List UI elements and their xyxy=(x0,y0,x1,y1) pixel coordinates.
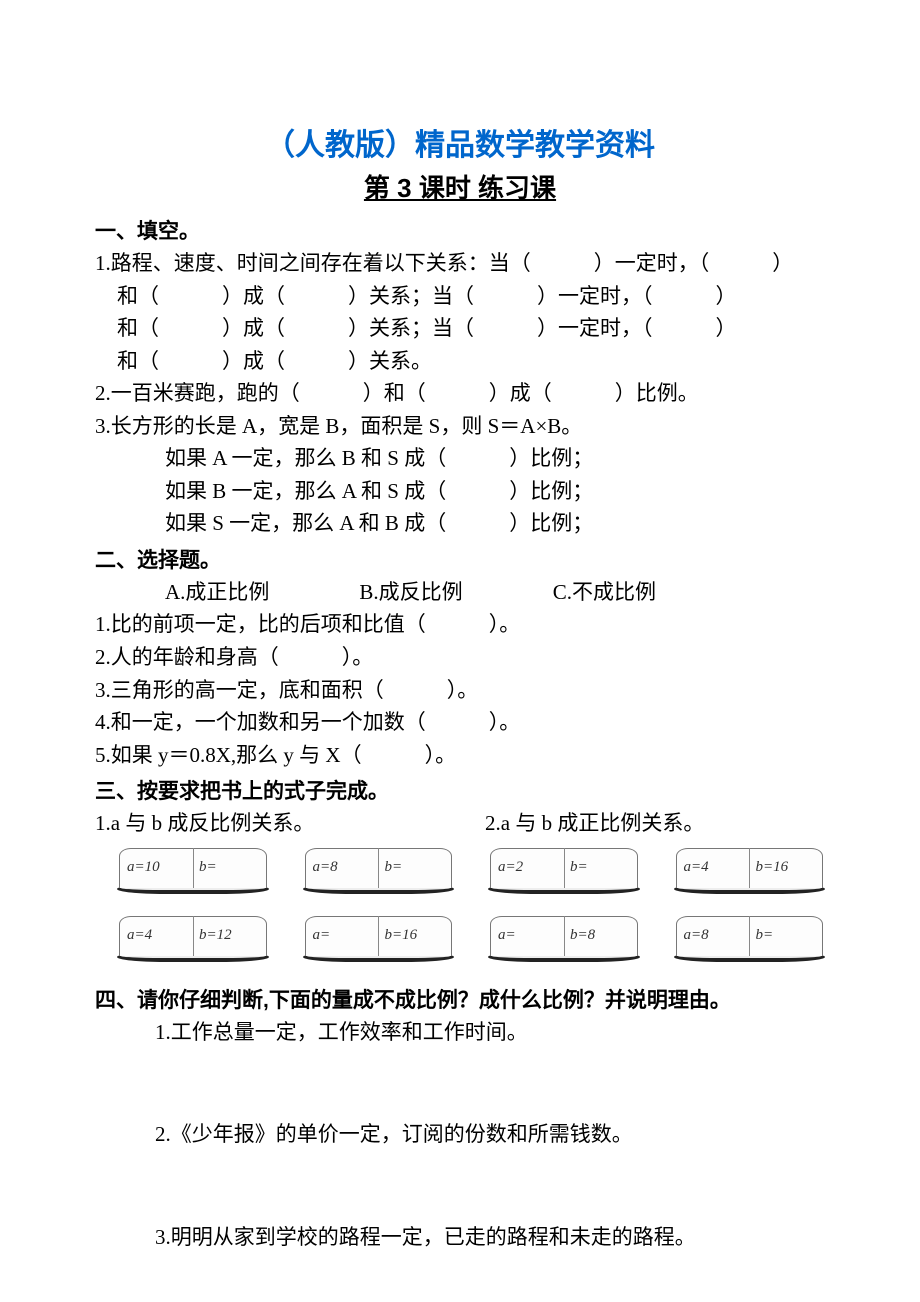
book-item: a=8 b= xyxy=(674,916,826,966)
s2-choices: A.成正比例 B.成反比例 C.不成比例 xyxy=(95,576,825,609)
book-right-text: b=8 xyxy=(570,927,595,944)
book-right-text: b= xyxy=(385,859,403,876)
book-left-text: a= xyxy=(313,927,331,944)
s4-q1: 1.工作总量一定，工作效率和工作时间。 xyxy=(95,1016,825,1049)
book-item: a=10 b= xyxy=(117,848,269,898)
book-right-text: b=16 xyxy=(756,859,789,876)
book-left-text: a= xyxy=(498,927,516,944)
s1-q1-line1: 1.路程、速度、时间之间存在着以下关系：当（ ）一定时，（ ） xyxy=(95,247,825,280)
title-sub: 第 3 课时 练习课 xyxy=(95,168,825,205)
title-main: （人教版）精品数学教学资料 xyxy=(95,120,825,164)
book-left-text: a=10 xyxy=(127,859,160,876)
book-right-text: b=12 xyxy=(199,927,232,944)
s1-q3-line3: 如果 B 一定，那么 A 和 S 成（ ）比例； xyxy=(95,475,825,508)
s3-t1: 1.a 与 b 成反比例关系。 xyxy=(95,807,485,840)
s2-q5: 5.如果 y＝0.8X,那么 y 与 X（ ）。 xyxy=(95,739,825,772)
book-item: a=2 b= xyxy=(488,848,640,898)
choice-a: A.成正比例 xyxy=(165,576,269,609)
s1-q3-line1: 3.长方形的长是 A，宽是 B，面积是 S，则 S＝A×B。 xyxy=(95,410,825,443)
book-left-text: a=4 xyxy=(127,927,152,944)
s1-q1-line4: 和（ ）成（ ）关系。 xyxy=(95,345,825,378)
book-right-text: b= xyxy=(570,859,588,876)
book-item: a=4 b=12 xyxy=(117,916,269,966)
s2-q4: 4.和一定，一个加数和另一个加数（ ）。 xyxy=(95,706,825,739)
s1-q2: 2.一百米赛跑，跑的（ ）和（ ）成（ ）比例。 xyxy=(95,377,825,410)
s1-q1-line2: 和（ ）成（ ）关系；当（ ）一定时，（ ） xyxy=(95,280,825,313)
s1-q1-line3: 和（ ）成（ ）关系；当（ ）一定时，（ ） xyxy=(95,312,825,345)
s2-q2: 2.人的年龄和身高（ ）。 xyxy=(95,641,825,674)
book-left-text: a=2 xyxy=(498,859,523,876)
book-right-text: b=16 xyxy=(385,927,418,944)
section-2-head: 二、选择题。 xyxy=(95,544,825,574)
choice-c: C.不成比例 xyxy=(553,576,656,609)
book-grid: a=10 b= a=8 b= a=2 b= a=4 b=16 a=4 b=12 a= b=16 a= b… xyxy=(95,848,825,966)
book-right-text: b= xyxy=(756,927,774,944)
book-left-text: a=4 xyxy=(684,859,709,876)
book-left-text: a=8 xyxy=(684,927,709,944)
book-item: a=8 b= xyxy=(303,848,455,898)
section-3-head: 三、按要求把书上的式子完成。 xyxy=(95,775,825,805)
book-row-2: a=4 b=12 a= b=16 a= b=8 a=8 b= xyxy=(95,916,825,966)
s1-q3-line2: 如果 A 一定，那么 B 和 S 成（ ）比例； xyxy=(95,442,825,475)
book-row-1: a=10 b= a=8 b= a=2 b= a=4 b=16 xyxy=(95,848,825,898)
s1-q3-line4: 如果 S 一定，那么 A 和 B 成（ ）比例； xyxy=(95,507,825,540)
s4-q3: 3.明明从家到学校的路程一定，已走的路程和未走的路程。 xyxy=(95,1221,825,1254)
s4-q2: 2.《少年报》的单价一定，订阅的份数和所需钱数。 xyxy=(95,1118,825,1151)
book-item: a= b=8 xyxy=(488,916,640,966)
book-item: a= b=16 xyxy=(303,916,455,966)
s2-q3: 3.三角形的高一定，底和面积（ ）。 xyxy=(95,674,825,707)
section-4-head: 四、请你仔细判断,下面的量成不成比例？成什么比例？并说明理由。 xyxy=(95,984,825,1014)
s2-q1: 1.比的前项一定，比的后项和比值（ ）。 xyxy=(95,608,825,641)
book-left-text: a=8 xyxy=(313,859,338,876)
book-right-text: b= xyxy=(199,859,217,876)
section-1-head: 一、填空。 xyxy=(95,215,825,245)
s3-subtitles: 1.a 与 b 成反比例关系。 2.a 与 b 成正比例关系。 xyxy=(95,807,825,840)
choice-b: B.成反比例 xyxy=(359,576,462,609)
book-item: a=4 b=16 xyxy=(674,848,826,898)
s3-t2: 2.a 与 b 成正比例关系。 xyxy=(485,807,704,840)
